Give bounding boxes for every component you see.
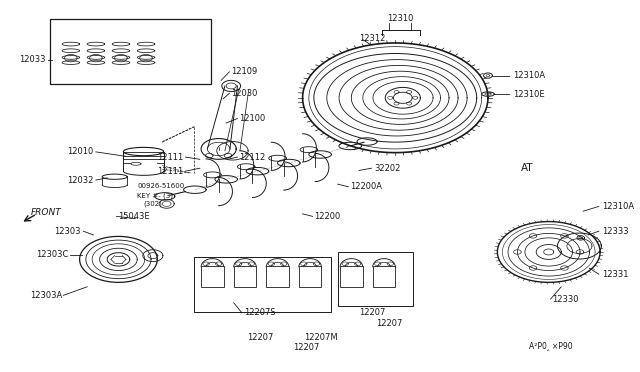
Text: 12310E: 12310E [513,90,545,99]
Bar [372,266,396,287]
Bar [340,266,363,287]
Text: A²P0‸ ×P90: A²P0‸ ×P90 [529,341,572,350]
Text: 12207: 12207 [376,320,403,328]
Text: 12032: 12032 [67,176,93,185]
Text: 00926-51600: 00926-51600 [137,183,184,189]
Text: 12330: 12330 [552,295,579,304]
Text: 12207: 12207 [248,333,274,342]
Bar [194,257,332,312]
Text: 12030: 12030 [231,89,257,98]
Bar [49,19,211,84]
Text: 12033: 12033 [19,55,46,64]
Bar [338,251,413,307]
Text: AT: AT [520,163,533,173]
Text: 12303C: 12303C [36,250,68,259]
Text: 15043E: 15043E [118,212,150,221]
Text: KEY #- (3): KEY #- (3) [137,192,173,199]
Text: FRONT: FRONT [31,208,61,217]
Text: 12207S: 12207S [244,308,275,317]
Text: 12111: 12111 [157,167,184,176]
Text: 12200: 12200 [314,212,340,221]
Text: 12331: 12331 [602,270,628,279]
Bar [299,266,321,287]
Text: 12100: 12100 [239,114,265,123]
Text: 12310A: 12310A [513,71,545,80]
Text: 12207: 12207 [293,343,319,352]
Text: 12010: 12010 [67,147,93,156]
Text: 12207: 12207 [359,308,385,317]
Text: 12333: 12333 [602,227,628,236]
Bar [266,266,289,287]
Text: 12303: 12303 [54,227,81,236]
Bar [234,266,256,287]
Text: 12310A: 12310A [602,202,634,211]
Text: 32202: 32202 [374,164,401,173]
Text: (302): (302) [143,201,163,207]
Text: 12303A: 12303A [30,291,62,300]
Text: 12200A: 12200A [350,182,382,191]
Text: 12112: 12112 [239,153,265,161]
Text: 12310: 12310 [387,14,413,23]
Text: 12111: 12111 [157,153,184,161]
Text: 12312: 12312 [359,34,385,43]
Bar [201,266,223,287]
Text: 12207M: 12207M [305,333,338,342]
Text: 12109: 12109 [231,67,257,76]
